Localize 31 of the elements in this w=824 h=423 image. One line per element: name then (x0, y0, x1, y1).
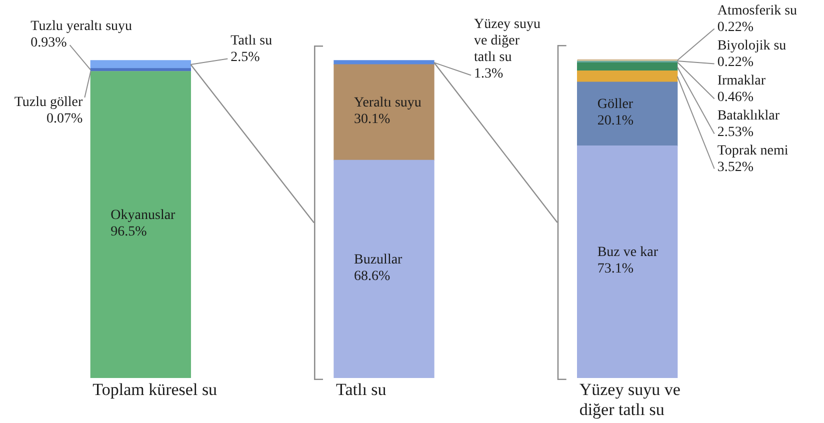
data-label: 0.93% (30, 36, 68, 51)
data-label: 0.22% (717, 20, 754, 36)
text: Bataklıklar (717, 108, 780, 124)
data-label: 30.1% (354, 112, 390, 128)
text: Atmosferik su (717, 4, 798, 19)
data-label: 2.53% (717, 125, 754, 140)
x-tick-label: Tatlı su (336, 380, 387, 399)
x-tick-label: Yüzey suyu ve diğer tatlı su (579, 380, 680, 419)
data-label: 96.5% (110, 224, 148, 240)
data-label: 3.52% (717, 160, 754, 176)
text: Yüzey suyu ve diğer tatlı su (474, 17, 540, 66)
series-label: Buzullar (354, 252, 403, 268)
series-label: Yeraltı suyu (354, 96, 422, 111)
data-label: 1.3% (474, 66, 504, 82)
x-tick-label: Toplam küresel su (92, 380, 218, 399)
data-label: 68.6% (354, 268, 390, 284)
text: Tuzlu yeraltı suyu (30, 19, 132, 34)
text: Irmaklar (717, 74, 766, 89)
data-label: 0.46% (717, 90, 754, 106)
text: Toprak nemi (717, 144, 788, 159)
data-label: 2.5% (230, 50, 260, 66)
text: Tatlı su (230, 34, 272, 49)
series-label: Göller (597, 97, 634, 112)
series-label: Tuzlu göller (14, 95, 83, 110)
text: Biyolojik su (717, 38, 786, 54)
data-label: 73.1% (597, 262, 634, 277)
series-label: Buz ve kar (597, 245, 658, 260)
data-label: 0.07% (46, 112, 83, 127)
data-label: 0.22% (717, 55, 754, 70)
series-label: Okyanuslar (110, 208, 176, 223)
data-label: 20.1% (597, 114, 634, 129)
